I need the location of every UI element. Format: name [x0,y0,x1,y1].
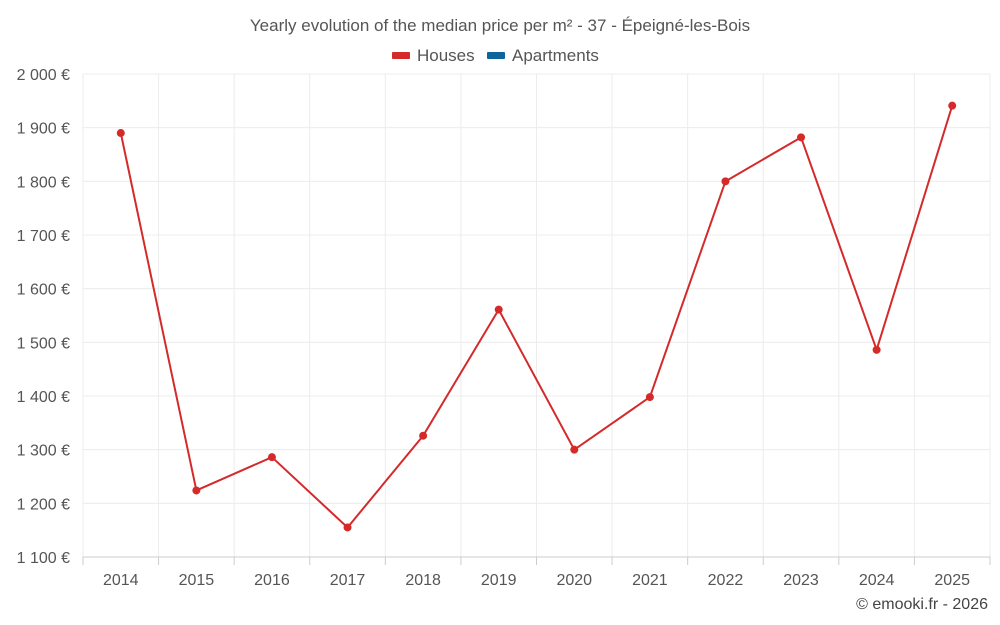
data-point-2020[interactable] [570,445,579,454]
y-tick-label: 1 800 € [17,174,70,191]
x-tick-label: 2021 [632,572,668,589]
grid [82,73,991,557]
x-tick-label: 2014 [103,572,139,589]
x-tick-label: 2018 [405,572,441,589]
y-tick-label: 1 600 € [17,282,70,299]
data-point-2015[interactable] [192,486,201,495]
x-tick-label: 2017 [330,572,366,589]
data-point-2016[interactable] [267,453,276,462]
y-tick-label: 1 900 € [17,121,70,138]
data-point-2019[interactable] [494,305,503,314]
legend-item-houses[interactable]: Houses [392,46,475,65]
data-point-2024[interactable] [872,345,881,354]
legend-swatch-houses [392,52,410,59]
y-tick-label: 1 500 € [17,335,70,352]
x-tick-label: 2025 [934,572,970,589]
y-tick-label: 1 700 € [17,228,70,245]
legend-label-apartments: Apartments [512,46,599,65]
x-axis-ticks: 2014 2015 2016 2017 2018 2019 2020 2021 2022 2023… [82,557,991,589]
y-tick-label: 1 200 € [17,496,70,513]
x-tick-label: 2023 [783,572,819,589]
credit-text: © emooki.fr - 2026 [856,596,988,613]
series-houses [116,101,957,532]
data-point-2014[interactable] [116,129,125,138]
legend-label-houses: Houses [417,46,475,65]
y-axis-ticks: 1 100 € 1 200 € 1 300 € 1 400 € 1 500 € 1 600… [17,67,70,567]
x-tick-label: 2019 [481,572,517,589]
x-tick-label: 2015 [179,572,215,589]
data-point-2017[interactable] [343,523,352,532]
y-tick-label: 1 400 € [17,389,70,406]
data-point-2023[interactable] [797,133,806,142]
x-tick-label: 2020 [556,572,592,589]
data-point-2022[interactable] [721,177,730,186]
data-point-2018[interactable] [419,431,428,440]
y-tick-label: 2 000 € [17,67,70,84]
y-tick-label: 1 300 € [17,443,70,460]
series-line-houses [119,105,954,529]
x-tick-label: 2022 [708,572,744,589]
legend-swatch-apartments [487,52,505,59]
chart-title: Yearly evolution of the median price per… [250,16,750,35]
x-tick-label: 2016 [254,572,290,589]
legend: Houses Apartments [392,46,599,65]
legend-item-apartments[interactable]: Apartments [487,46,599,65]
data-point-2025[interactable] [948,101,957,110]
data-point-2021[interactable] [645,393,654,402]
x-tick-label: 2024 [859,572,895,589]
y-tick-label: 1 100 € [17,550,70,567]
